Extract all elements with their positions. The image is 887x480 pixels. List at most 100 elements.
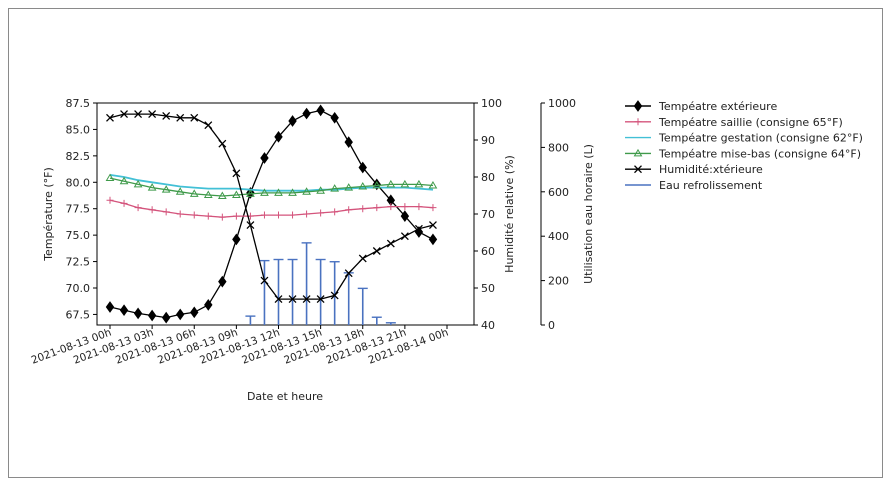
series-4-point [204, 121, 213, 130]
y-right1-tick-label: 80 [481, 171, 495, 184]
series-0-point [147, 309, 157, 322]
series-0-point [428, 233, 438, 246]
y-left-tick-label: 82.5 [66, 150, 91, 163]
series-4-point [190, 113, 199, 122]
series-4-point [232, 169, 241, 178]
series-1-point [106, 196, 114, 204]
series-4-point [176, 113, 185, 122]
series-1-point [134, 204, 142, 212]
y-right2-tick-label: 200 [548, 275, 569, 288]
series-3-point [344, 183, 354, 191]
series-4-point [344, 269, 353, 278]
series-3-point [386, 179, 396, 188]
series-0-point [105, 301, 115, 313]
series-3-point [400, 179, 410, 188]
series-3-point [105, 173, 115, 182]
y-right2-axis-label: Utilisation eau horaire (L) [582, 144, 595, 284]
y-right1-tick-label: 90 [481, 134, 495, 147]
legend-marker [634, 165, 642, 174]
series-3-point [203, 190, 213, 198]
series-0-point [344, 136, 353, 148]
series-0-line [109, 109, 434, 319]
series-0-point [204, 299, 213, 311]
series-3-point [189, 189, 199, 197]
plot-area [96, 102, 475, 326]
series-1-point [289, 211, 297, 219]
series-1-point [176, 210, 184, 218]
series-1-point [190, 211, 198, 219]
series-1-point [387, 203, 395, 211]
y-right2-tick-label: 800 [548, 141, 569, 154]
series-4-point [400, 232, 409, 241]
y-right1-tick-label: 70 [481, 208, 495, 221]
series-3-point [133, 179, 143, 188]
y-right1-tick-label: 100 [481, 97, 502, 110]
series-3-point [428, 180, 438, 189]
series-4-point [148, 110, 157, 119]
legend-label: Humidité:xtérieure [659, 163, 763, 176]
series-1-point [317, 209, 325, 217]
series-4-point [372, 247, 381, 255]
y-left-tick-label: 85.0 [66, 123, 91, 136]
y-left-tick-label: 72.5 [66, 256, 91, 269]
series-0-point [330, 111, 339, 124]
series-0-point [218, 275, 227, 288]
series-0-point [274, 130, 283, 143]
series-0-point [133, 307, 143, 320]
series-3-point [147, 183, 157, 191]
series-0-point [358, 161, 367, 174]
figure-frame [8, 8, 883, 478]
y-left-tick-label: 75.0 [66, 229, 91, 242]
y-left-axis-label: Température (°F) [42, 167, 55, 262]
series-4-point [302, 295, 311, 304]
series-4-point [288, 295, 297, 304]
series-4-point [414, 224, 423, 233]
y-right2-tick-label: 0 [548, 319, 555, 332]
series-1-point [218, 213, 226, 221]
series-3-point [161, 185, 171, 193]
series-1-point [373, 204, 381, 212]
series-1-point [359, 205, 367, 213]
y-right1-tick-label: 50 [481, 282, 495, 295]
series-3-point [274, 188, 283, 196]
series-4-point [162, 111, 171, 120]
legend-marker [633, 100, 643, 112]
series-3-point [358, 182, 368, 190]
y-right2-tick-label: 1000 [548, 97, 576, 110]
series-4-point [134, 110, 143, 119]
series-3-point [316, 186, 325, 194]
series-0-point [161, 311, 171, 324]
y-right2-tick-label: 400 [548, 230, 569, 243]
y-right1-tick-label: 60 [481, 245, 495, 258]
y-left-tick-label: 77.5 [66, 203, 91, 216]
series-3-point [119, 176, 129, 185]
series-0-point [260, 152, 269, 164]
legend-marker [634, 118, 642, 126]
series-0-point [288, 115, 297, 127]
x-axis-label: Date et heure [247, 390, 323, 403]
series-1-point [260, 211, 268, 219]
series-4-point [428, 221, 437, 230]
series-3-point [330, 184, 340, 192]
series-1-point [345, 206, 353, 214]
series-4-point [106, 113, 114, 122]
series-1-point [401, 203, 409, 211]
legend-marker [633, 148, 643, 157]
series-3-point [232, 190, 241, 198]
series-0-point [302, 107, 311, 120]
series-0-point [190, 306, 199, 319]
series-3-point [175, 187, 185, 195]
legend-label: Eau refrolissement [659, 179, 763, 192]
series-3-point [288, 188, 297, 196]
series-1-point [204, 212, 212, 220]
series-4-point [316, 295, 325, 304]
series-1-point [275, 211, 282, 219]
series-1-point [232, 212, 240, 220]
series-0-point [400, 210, 410, 222]
series-4-point [358, 254, 367, 263]
series-4-point [386, 239, 395, 248]
y-left-tick-label: 87.5 [66, 97, 91, 110]
series-1-point [303, 210, 311, 218]
series-1-point [120, 199, 128, 207]
